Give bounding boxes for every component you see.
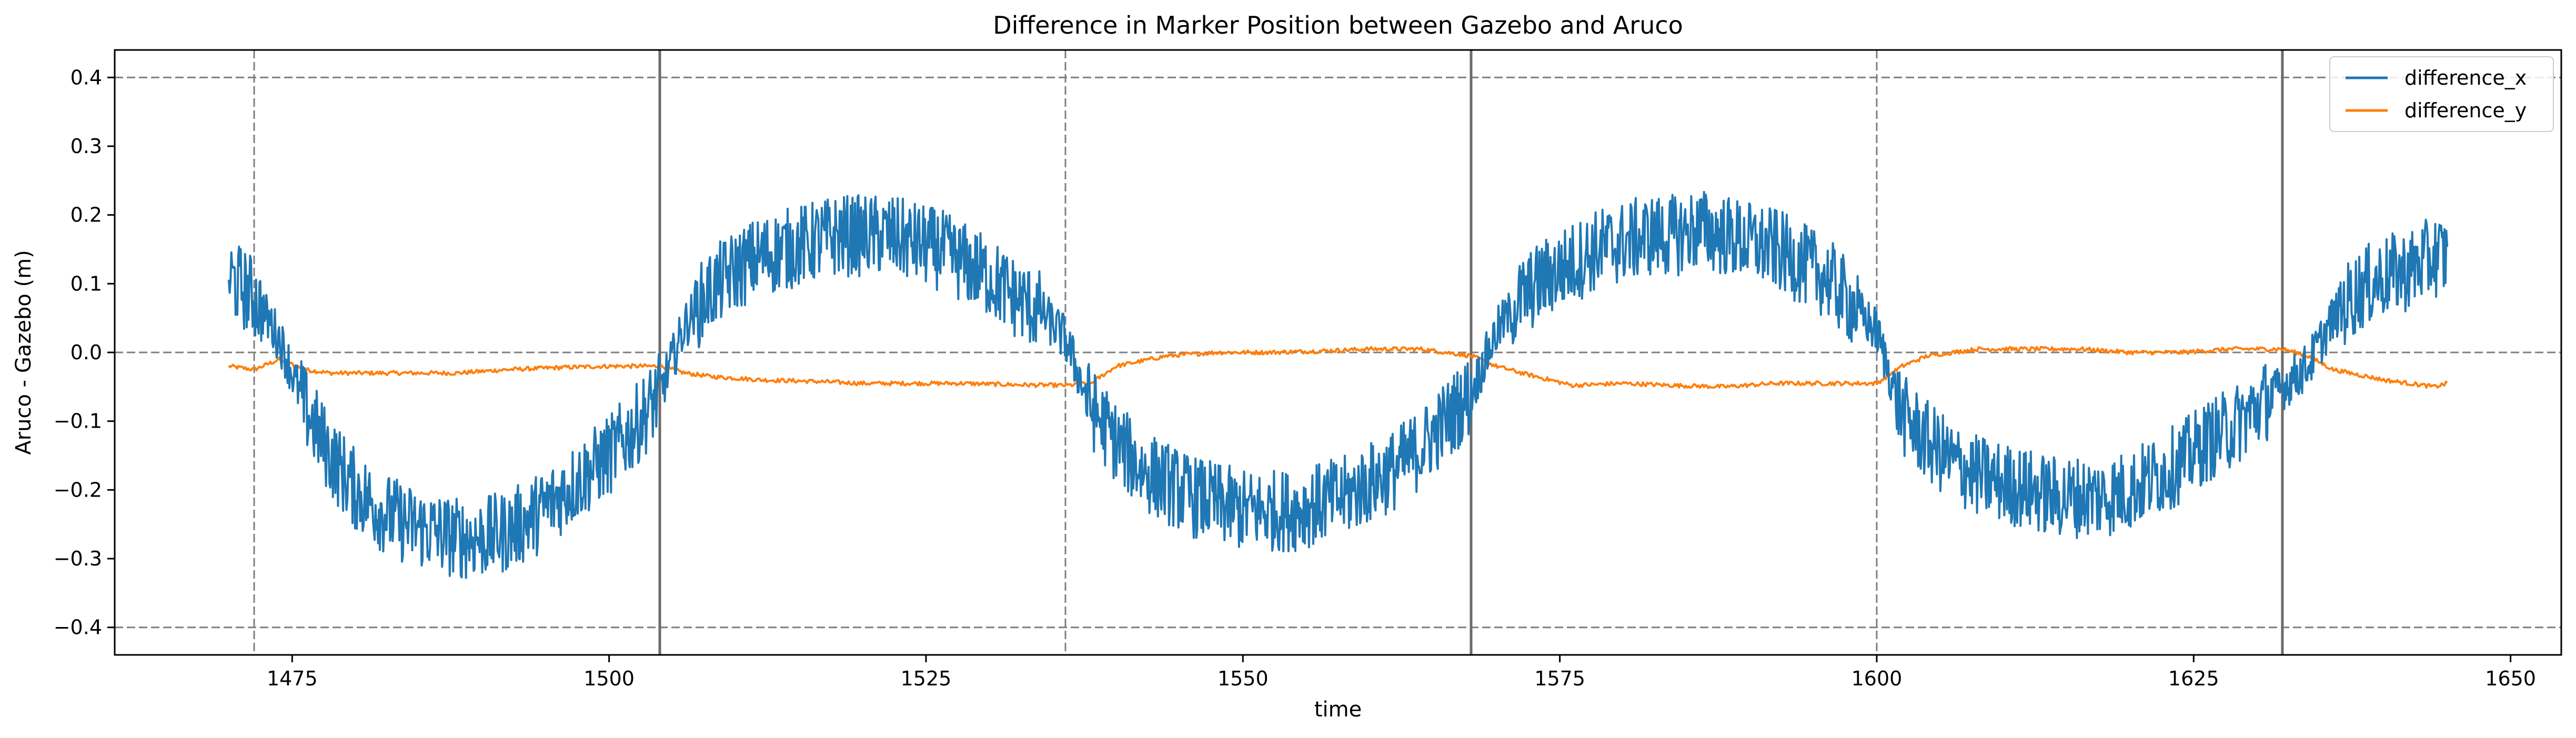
y-tick-label: 0.3 <box>71 135 102 158</box>
x-tick-label: 1475 <box>267 667 318 690</box>
x-axis-label: time <box>1314 697 1362 722</box>
y-tick-label: 0.4 <box>71 66 102 89</box>
legend-box <box>2329 56 2554 132</box>
chart-title: Difference in Marker Position between Ga… <box>993 11 1683 39</box>
x-tick-label: 1500 <box>583 667 635 690</box>
y-tick-label: 0.0 <box>71 341 102 364</box>
y-tick-label: −0.4 <box>54 616 102 639</box>
gridlines <box>115 50 2561 655</box>
y-tick-label: −0.3 <box>54 547 102 570</box>
y-tick-label: −0.1 <box>54 410 102 433</box>
x-tick-label: 1525 <box>901 667 952 690</box>
y-tick-label: 0.1 <box>71 272 102 295</box>
x-tick-label: 1600 <box>1852 667 1903 690</box>
y-axis-label: Aruco - Gazebo (m) <box>12 250 36 454</box>
x-tick-label: 1575 <box>1534 667 1585 690</box>
legend-label-difference-x: difference_x <box>2404 66 2527 89</box>
x-tick-label: 1625 <box>2168 667 2219 690</box>
y-tick-label: −0.2 <box>54 478 102 501</box>
legend: difference_x difference_y <box>2329 56 2554 132</box>
series-layer <box>227 190 2449 579</box>
y-tick-label: 0.2 <box>71 204 102 227</box>
series-line-difference-y <box>228 346 2448 389</box>
legend-label-difference-y: difference_y <box>2404 99 2527 122</box>
x-axis: 1475 1500 1525 1550 1575 1600 1625 1650 <box>267 655 2536 690</box>
x-tick-label: 1650 <box>2485 667 2536 690</box>
x-tick-label: 1550 <box>1217 667 1269 690</box>
series-line-difference-x <box>227 190 2449 579</box>
y-axis: −0.4 −0.3 −0.2 −0.1 0.0 0.1 0.2 0.3 0.4 <box>54 66 115 639</box>
